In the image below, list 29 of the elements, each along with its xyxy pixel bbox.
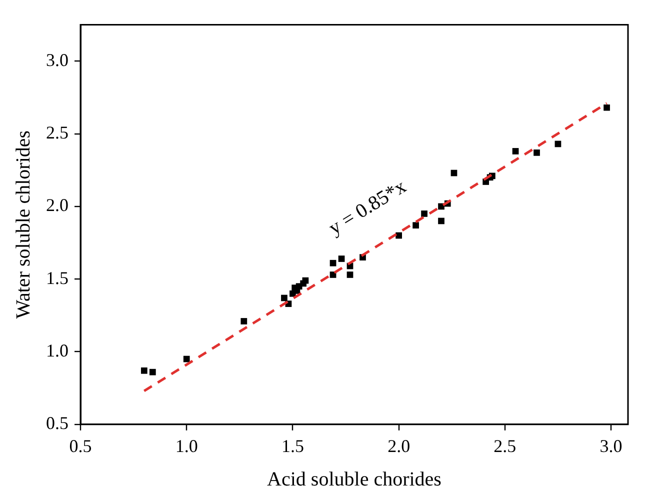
y-tick-label: 2.0 xyxy=(46,195,68,216)
x-axis-title: Acid soluble chorides xyxy=(267,468,442,490)
point xyxy=(140,367,148,374)
x-tick-label: 2.5 xyxy=(494,436,516,456)
point xyxy=(604,104,610,111)
point xyxy=(338,256,345,262)
x-tick-label: 2.0 xyxy=(388,436,410,456)
y-axis-title: Water soluble chlorides xyxy=(12,130,34,319)
x-tick-label: 1.5 xyxy=(281,436,304,456)
point xyxy=(281,294,288,302)
point xyxy=(346,272,354,278)
x-tick-label: 3.0 xyxy=(600,436,622,456)
point xyxy=(421,210,428,217)
point xyxy=(412,222,419,229)
y-tick-label: 2.5 xyxy=(46,122,68,143)
point xyxy=(240,318,248,324)
y-tick-label: 1.0 xyxy=(46,340,68,360)
x-tick-label: 1.0 xyxy=(175,436,198,456)
point xyxy=(396,232,402,239)
point xyxy=(512,148,519,154)
y-tick-label: 1.5 xyxy=(46,268,68,288)
point xyxy=(438,218,444,224)
x-tick-label: 0.5 xyxy=(69,436,92,456)
point xyxy=(183,356,190,362)
point xyxy=(330,260,336,266)
y-tick-label: 3.0 xyxy=(46,50,68,70)
point xyxy=(149,368,156,376)
y-tick-label: 0.5 xyxy=(46,413,68,434)
point xyxy=(534,149,540,156)
